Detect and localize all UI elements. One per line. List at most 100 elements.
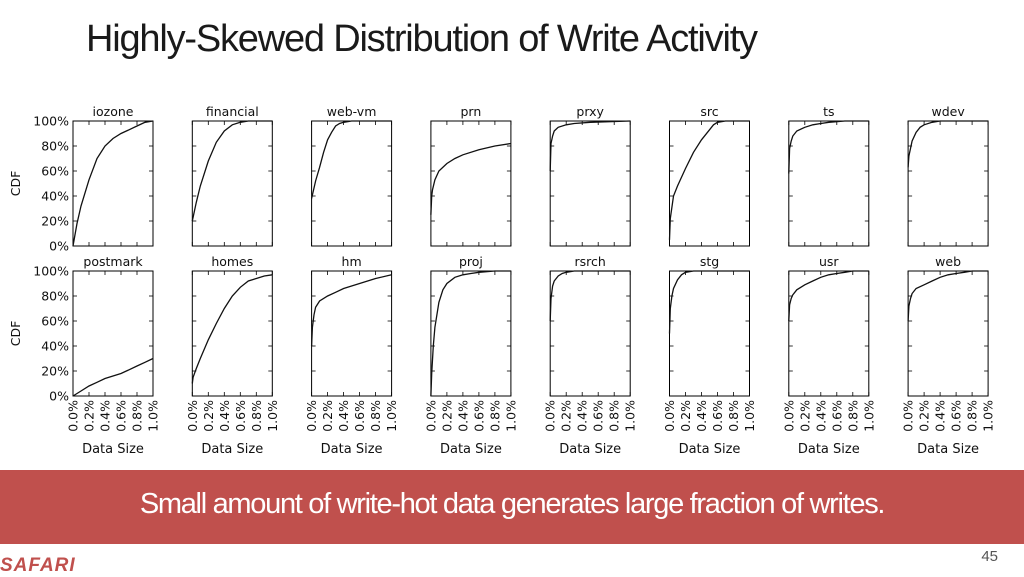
cdf-line-prn — [430, 142, 512, 215]
x-tick-label: 0.2% — [678, 400, 693, 432]
x-tick-label: 0.6% — [114, 400, 129, 432]
x-tick-label: 1.0% — [861, 400, 876, 432]
x-tick-label: 0.6% — [710, 400, 725, 432]
x-tick-label: 0.2% — [82, 400, 97, 432]
panel-frame — [311, 120, 393, 247]
x-tick-label: 0.0% — [423, 400, 438, 432]
x-tick-label: 0.4% — [217, 400, 232, 432]
cdf-line-web-vm — [310, 120, 392, 199]
panel-title: stg — [700, 254, 719, 269]
y-tick-label: 100% — [33, 264, 69, 279]
x-tick-label: 0.2% — [797, 400, 812, 432]
x-tick-label: 1.0% — [623, 400, 638, 432]
x-axis-label: Data Size — [321, 442, 383, 457]
y-tick-label: 80% — [41, 139, 69, 154]
panel-title: postmark — [83, 254, 143, 269]
x-tick-label: 0.8% — [368, 400, 383, 432]
panel-title: homes — [211, 254, 253, 269]
x-tick-label: 0.4% — [575, 400, 590, 432]
x-tick-label: 0.8% — [130, 400, 145, 432]
panel-frame — [907, 270, 989, 397]
panel-frame — [72, 120, 154, 247]
x-axis-label: Data Size — [917, 442, 979, 457]
panel-frame — [549, 120, 631, 247]
x-tick-label: 0.2% — [320, 400, 335, 432]
x-tick-label: 0.0% — [901, 400, 916, 432]
takeaway-banner: Small amount of write-hot data generates… — [0, 470, 1024, 544]
y-axis-label: CDF — [8, 171, 23, 197]
x-tick-label: 0.2% — [439, 400, 454, 432]
x-axis-label: Data Size — [440, 442, 502, 457]
panel-frame — [788, 270, 870, 397]
x-tick-label: 0.8% — [487, 400, 502, 432]
x-tick-label: 1.0% — [384, 400, 399, 432]
x-tick-label: 0.2% — [559, 400, 574, 432]
x-tick-label: 0.0% — [185, 400, 200, 432]
panel-frame — [191, 270, 273, 397]
slide-title: Highly-Skewed Distribution of Write Acti… — [86, 18, 758, 60]
panel-title: src — [700, 104, 718, 119]
cdf-line-rsrch — [549, 270, 631, 322]
cdf-line-src — [668, 120, 750, 240]
banner-text: Small amount of write-hot data generates… — [139, 488, 886, 520]
panel-title: hm — [342, 254, 362, 269]
panel-title: web — [935, 254, 961, 269]
x-tick-label: 0.8% — [845, 400, 860, 432]
x-tick-label: 0.6% — [233, 400, 248, 432]
x-tick-label: 0.0% — [66, 400, 81, 432]
panel-frame — [430, 270, 512, 397]
panel-frame — [311, 270, 393, 397]
cdf-line-ts — [788, 120, 869, 174]
page-number: 45 — [981, 548, 998, 565]
cdf-line-stg — [668, 270, 750, 334]
x-tick-label: 0.0% — [304, 400, 319, 432]
y-tick-label: 20% — [41, 214, 69, 229]
panel-title: web-vm — [327, 104, 377, 119]
x-tick-label: 1.0% — [265, 400, 280, 432]
panel-frame — [430, 120, 512, 247]
panel-frame — [549, 270, 631, 397]
panel-frame — [669, 270, 750, 397]
cdf-line-web — [907, 270, 989, 322]
y-tick-label: 20% — [41, 364, 69, 379]
cdf-line-proj — [430, 270, 511, 397]
panel-title: rsrch — [575, 254, 606, 269]
cdf-line-hm — [310, 274, 392, 347]
x-tick-label: 0.6% — [949, 400, 964, 432]
cdf-line-homes — [191, 274, 273, 384]
panel-title: wdev — [931, 104, 965, 119]
x-tick-label: 0.2% — [917, 400, 932, 432]
cdf-line-usr — [788, 270, 869, 322]
panel-frame — [788, 120, 870, 247]
x-tick-label: 0.6% — [352, 400, 367, 432]
y-tick-label: 80% — [41, 289, 69, 304]
x-tick-label: 0.6% — [471, 400, 486, 432]
x-tick-label: 0.4% — [694, 400, 709, 432]
x-tick-label: 0.8% — [726, 400, 741, 432]
x-tick-label: 0.0% — [543, 400, 558, 432]
cdf-line-prxy — [549, 120, 631, 172]
panel-title: iozone — [93, 104, 134, 119]
panel-frame — [669, 120, 750, 247]
panel-frame — [72, 270, 154, 397]
x-tick-label: 1.0% — [981, 400, 996, 432]
x-tick-label: 1.0% — [146, 400, 161, 432]
panel-title: ts — [823, 104, 834, 119]
x-tick-label: 0.2% — [201, 400, 216, 432]
x-tick-label: 0.6% — [591, 400, 606, 432]
panel-title: prxy — [576, 104, 604, 119]
x-tick-label: 0.4% — [336, 400, 351, 432]
panel-title: prn — [461, 104, 482, 119]
x-tick-label: 1.0% — [742, 400, 757, 432]
cdf-small-multiples: iozone 0% 20% 40% 60% 80% 100% CDF financial web-… — [8, 104, 996, 457]
x-tick-label: 0.4% — [933, 400, 948, 432]
cdf-line-iozone — [72, 120, 154, 247]
x-axis-label: Data Size — [559, 442, 621, 457]
panel-title: usr — [819, 254, 839, 269]
y-tick-label: 100% — [33, 114, 69, 129]
x-axis-label: Data Size — [798, 442, 860, 457]
x-tick-label: 0.8% — [249, 400, 264, 432]
panel-title: financial — [206, 104, 259, 119]
x-axis-label: Data Size — [82, 442, 144, 457]
y-tick-label: 60% — [41, 164, 69, 179]
